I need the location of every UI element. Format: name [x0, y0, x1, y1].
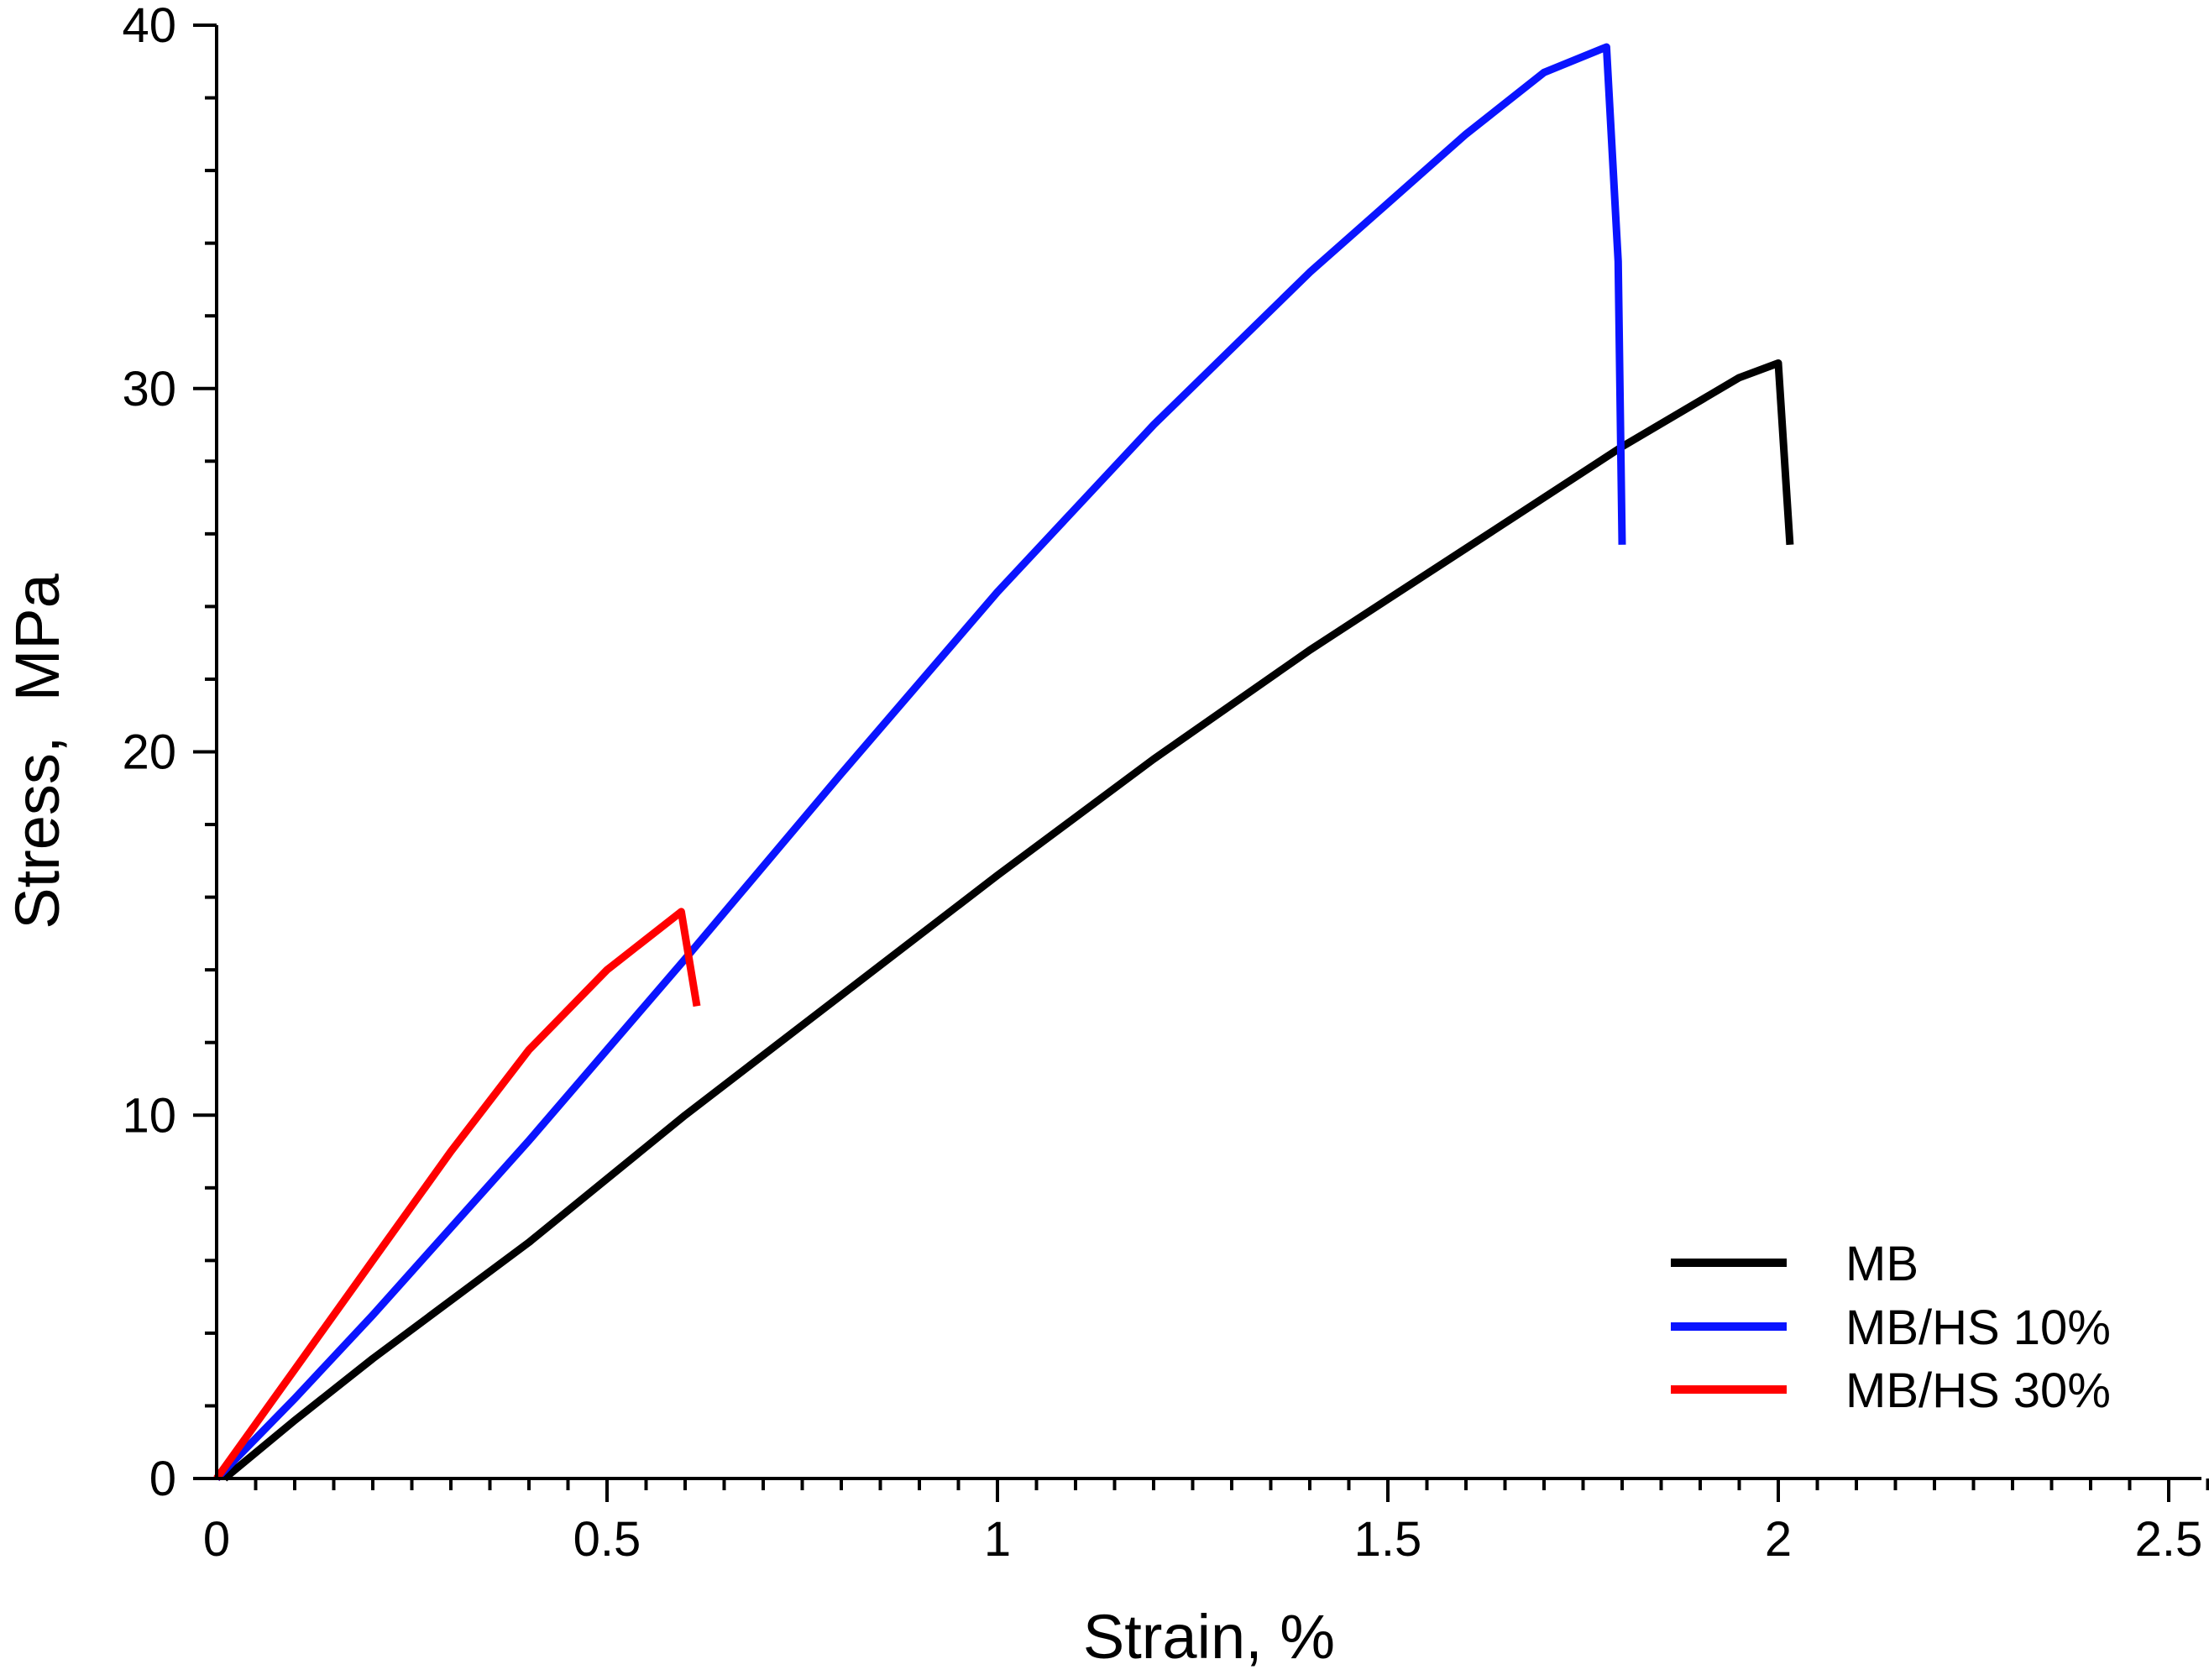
- x-tick-label: 2: [1765, 1512, 1792, 1567]
- series-layer: [213, 43, 1794, 1482]
- ticks-layer: [193, 24, 2209, 1502]
- y-tick-label: 10: [122, 1088, 176, 1143]
- y-tick-label: 30: [122, 362, 176, 416]
- legend: MB MB/HS 10% MB/HS 30%: [1671, 1237, 2111, 1418]
- y-tick-label: 0: [149, 1452, 176, 1506]
- tick-labels-layer: 0 0.5 1 1.5 2 2.5 0 10 20 30 40: [122, 0, 2202, 1567]
- x-tick-label: 1: [984, 1512, 1011, 1567]
- y-tick-label: 40: [122, 0, 176, 53]
- x-tick-label: 2.5: [2135, 1512, 2203, 1567]
- x-axis-title: Strain, %: [1083, 1602, 1335, 1672]
- series-line-mb: [222, 359, 1794, 1482]
- x-tick-label: 0.5: [573, 1512, 641, 1567]
- series-line-mb-hs-30: [213, 908, 701, 1481]
- y-axis-title: Stress, MPa: [3, 573, 72, 929]
- y-tick-label: 20: [122, 725, 176, 780]
- series-line-mb-hs-10: [213, 43, 1626, 1482]
- x-tick-label: 1.5: [1354, 1512, 1422, 1567]
- x-tick-label: 0: [203, 1512, 230, 1567]
- legend-label-mb-hs-30: MB/HS 30%: [1845, 1363, 2111, 1418]
- legend-label-mb: MB: [1845, 1237, 1918, 1291]
- legend-label-mb-hs-10: MB/HS 10%: [1845, 1301, 2111, 1355]
